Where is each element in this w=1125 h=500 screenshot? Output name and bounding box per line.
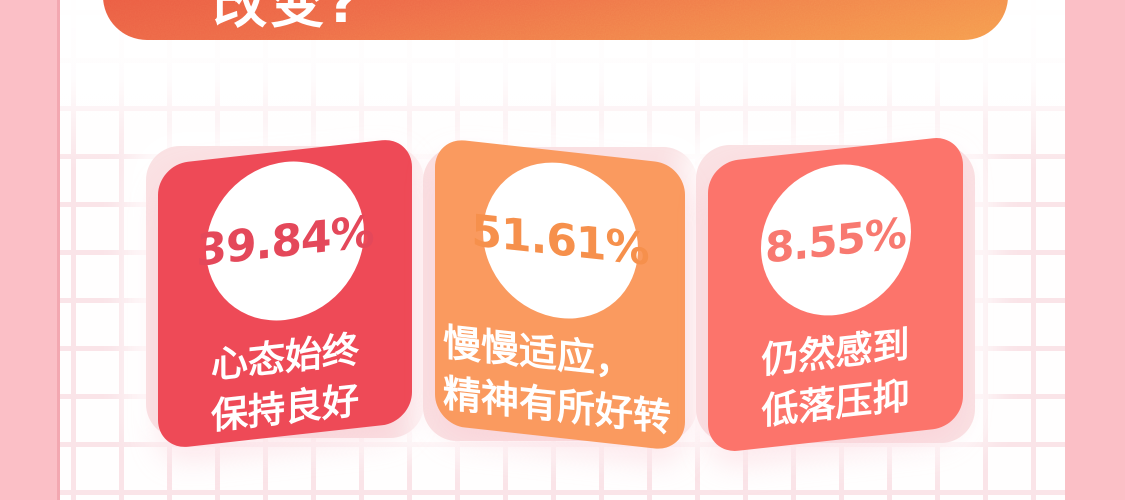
stat-card-depressed: 8.55% 仍然感到 低落压抑 [708,134,963,455]
card-label: 心态始终 保持良好 [211,324,359,442]
percentage-value: 39.84% [196,205,374,277]
percentage-circle: 8.55% [760,156,911,324]
grain-texture [103,0,1008,40]
stat-card-adapting: 51.61% 慢慢适应， 精神有所好转 [435,137,685,452]
left-pink-bar [0,0,60,500]
stat-card-positive: 39.84% 心态始终 保持良好 [158,136,412,451]
percentage-value: 8.55% [765,207,906,273]
card-label: 慢慢适应， 精神有所好转 [435,316,671,444]
percentage-circle: 51.61% [471,154,649,327]
right-pink-bar [1065,0,1125,500]
percentage-circle: 39.84% [196,153,374,329]
card-label: 仍然感到 低落压抑 [762,319,910,437]
percentage-value: 51.61% [471,205,649,276]
banner-title: 改变? [213,0,362,35]
header-banner: 改变? [103,0,1008,40]
